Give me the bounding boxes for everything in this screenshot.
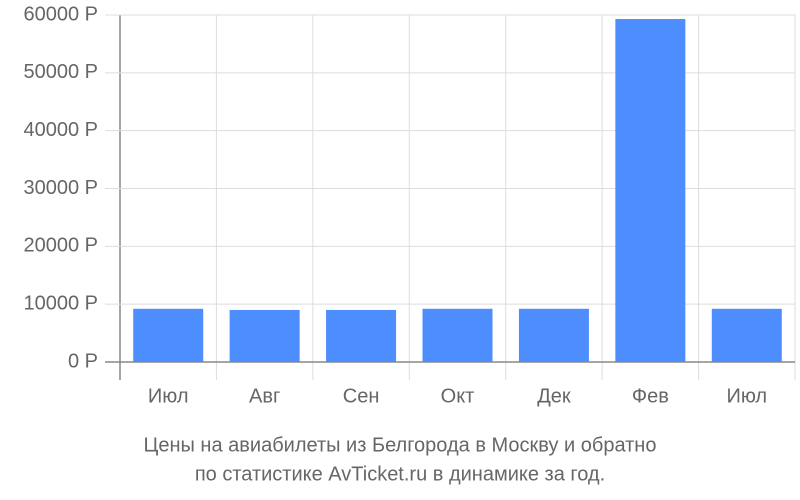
- y-tick-label: 30000 Р: [23, 177, 98, 199]
- x-tick-label: Июл: [726, 385, 767, 407]
- x-tick-label: Фев: [632, 385, 669, 407]
- y-tick-label: 60000 Р: [23, 3, 98, 25]
- x-tick-label: Дек: [537, 385, 571, 407]
- y-tick-label: 0 Р: [68, 350, 98, 372]
- bar: [133, 308, 204, 362]
- x-tick-label: Окт: [441, 385, 475, 407]
- bar: [615, 19, 686, 362]
- chart-title: по статистике AvTicket.ru в динамике за …: [195, 463, 605, 485]
- bar: [326, 309, 397, 362]
- y-tick-label: 40000 Р: [23, 119, 98, 141]
- bar: [711, 308, 782, 362]
- y-tick-label: 10000 Р: [23, 292, 98, 314]
- x-tick-label: Авг: [249, 385, 280, 407]
- y-tick-label: 20000 Р: [23, 235, 98, 257]
- bar: [518, 308, 589, 362]
- x-tick-label: Сен: [343, 385, 380, 407]
- chart-title: Цены на авиабилеты из Белгорода в Москву…: [144, 434, 657, 456]
- y-tick-label: 50000 Р: [23, 61, 98, 83]
- bar: [229, 309, 300, 362]
- bar: [422, 308, 493, 362]
- x-tick-label: Июл: [148, 385, 189, 407]
